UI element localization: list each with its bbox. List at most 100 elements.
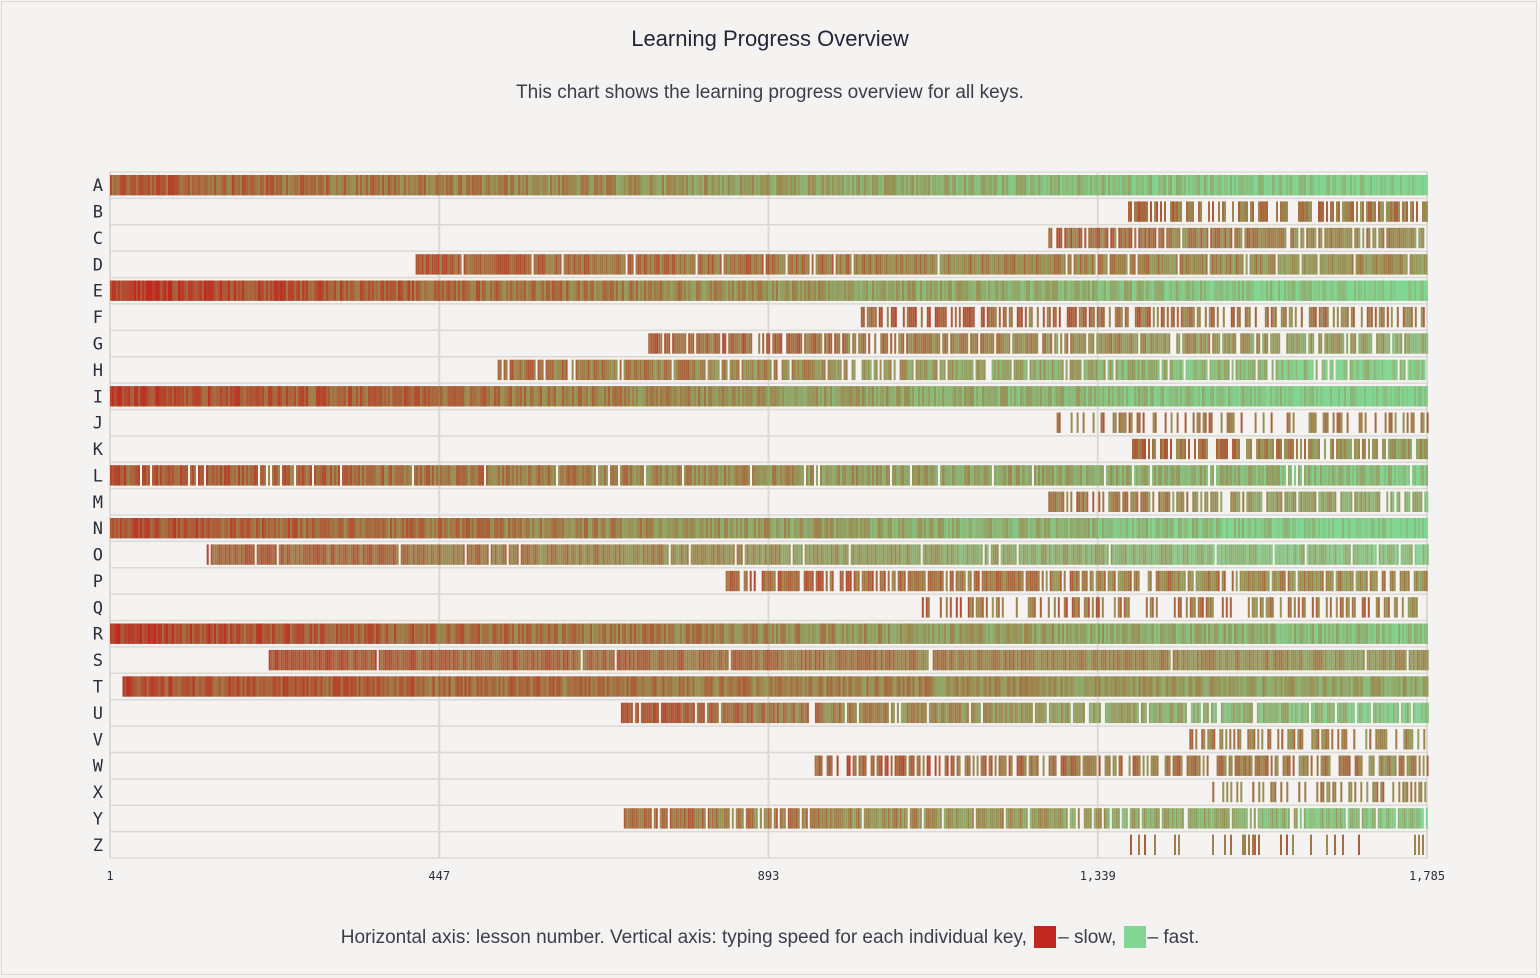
heat-cell	[524, 386, 526, 407]
heat-cell	[1028, 386, 1030, 407]
heat-cell	[827, 359, 830, 381]
heat-cell	[1399, 254, 1402, 275]
heat-cell	[1404, 306, 1407, 328]
heat-cell	[932, 465, 934, 486]
heat-cell	[1240, 280, 1242, 301]
heat-cell	[468, 465, 470, 486]
heat-cell	[1318, 306, 1321, 328]
heat-cell	[1198, 201, 1200, 222]
heat-cell	[988, 306, 991, 328]
heat-cell	[549, 254, 552, 275]
heat-cell	[1384, 280, 1386, 301]
heat-cell	[1120, 280, 1122, 301]
heat-cell	[134, 175, 136, 196]
heat-cell	[738, 280, 740, 301]
heat-cell	[520, 518, 522, 539]
heat-cell	[774, 518, 776, 539]
heat-cell	[609, 254, 612, 275]
heat-cell	[298, 175, 300, 196]
heat-cell	[394, 386, 396, 407]
heat-cell	[580, 518, 582, 539]
heat-cell	[1412, 491, 1415, 512]
heat-cell	[1315, 359, 1318, 381]
heat-cell	[1118, 333, 1121, 354]
heat-cell	[822, 465, 824, 486]
heat-cell	[1240, 201, 1242, 222]
heat-cell	[286, 386, 288, 407]
heat-cell	[178, 386, 180, 407]
heat-cell	[1236, 227, 1239, 249]
heat-cell	[168, 175, 170, 196]
heat-cell	[400, 280, 402, 301]
heat-cell	[578, 465, 580, 486]
heat-cell	[860, 465, 862, 486]
heat-cell	[178, 465, 180, 486]
heat-cell	[668, 386, 670, 407]
heat-cell	[1012, 333, 1015, 354]
heat-cell	[1292, 175, 1294, 196]
heat-cell	[262, 518, 264, 539]
heat-cell	[1083, 254, 1086, 275]
heat-cell	[1100, 386, 1102, 407]
heat-cell	[346, 386, 348, 407]
heat-cell	[1278, 280, 1280, 301]
heat-cell	[1153, 254, 1156, 275]
heat-cell	[1354, 227, 1357, 249]
heat-cell	[1198, 412, 1201, 433]
heat-cell	[1182, 465, 1184, 486]
heat-cell	[1104, 280, 1106, 301]
heat-cell	[1056, 333, 1059, 354]
heat-cell	[344, 175, 346, 196]
heat-cell	[750, 175, 752, 196]
heat-cell	[939, 359, 942, 381]
heat-cell	[556, 280, 558, 301]
heat-cell	[1148, 465, 1150, 486]
heat-cell	[1032, 175, 1034, 196]
heat-cell	[536, 465, 538, 486]
heat-cell	[884, 386, 886, 407]
heat-cell	[1166, 465, 1168, 486]
heat-cell	[1096, 227, 1099, 249]
heat-cell	[1314, 306, 1317, 328]
heat-cell	[1400, 227, 1403, 249]
heat-cell	[392, 465, 394, 486]
heat-cell	[1388, 386, 1390, 407]
heat-cell	[744, 465, 746, 486]
heat-cell	[900, 175, 902, 196]
heat-cell	[338, 386, 340, 407]
heat-cell	[124, 175, 126, 196]
heat-cell	[511, 254, 514, 275]
heat-cell	[504, 465, 506, 486]
heat-cell	[1270, 175, 1272, 196]
heat-cell	[362, 465, 364, 486]
heat-cell	[1421, 254, 1424, 275]
heat-cell	[152, 175, 154, 196]
heat-cell	[1078, 465, 1080, 486]
heat-cell	[364, 465, 366, 486]
heat-cell	[680, 518, 682, 539]
heat-cell	[1028, 280, 1030, 301]
heat-cell	[1102, 412, 1105, 433]
heat-cell	[901, 254, 904, 275]
y-tick-label: W	[93, 757, 104, 777]
heat-cell	[1333, 254, 1336, 275]
heat-cell	[276, 175, 278, 196]
heat-cell	[681, 254, 684, 275]
heat-cell	[160, 280, 162, 301]
heat-cell	[1254, 386, 1256, 407]
heat-cell	[547, 359, 550, 381]
heat-cell	[1336, 175, 1338, 196]
heat-cell	[732, 386, 734, 407]
heat-cell	[1422, 175, 1424, 196]
heat-cell	[798, 280, 800, 301]
heat-cell	[988, 280, 990, 301]
heat-cell	[230, 465, 232, 486]
heat-cell	[1413, 359, 1416, 381]
heat-cell	[1118, 386, 1120, 407]
heat-cell	[982, 333, 985, 354]
heat-cell	[526, 175, 528, 196]
heat-cell	[154, 465, 156, 486]
heat-cell	[740, 386, 742, 407]
heat-cell	[120, 175, 122, 196]
heat-cell	[549, 359, 552, 381]
